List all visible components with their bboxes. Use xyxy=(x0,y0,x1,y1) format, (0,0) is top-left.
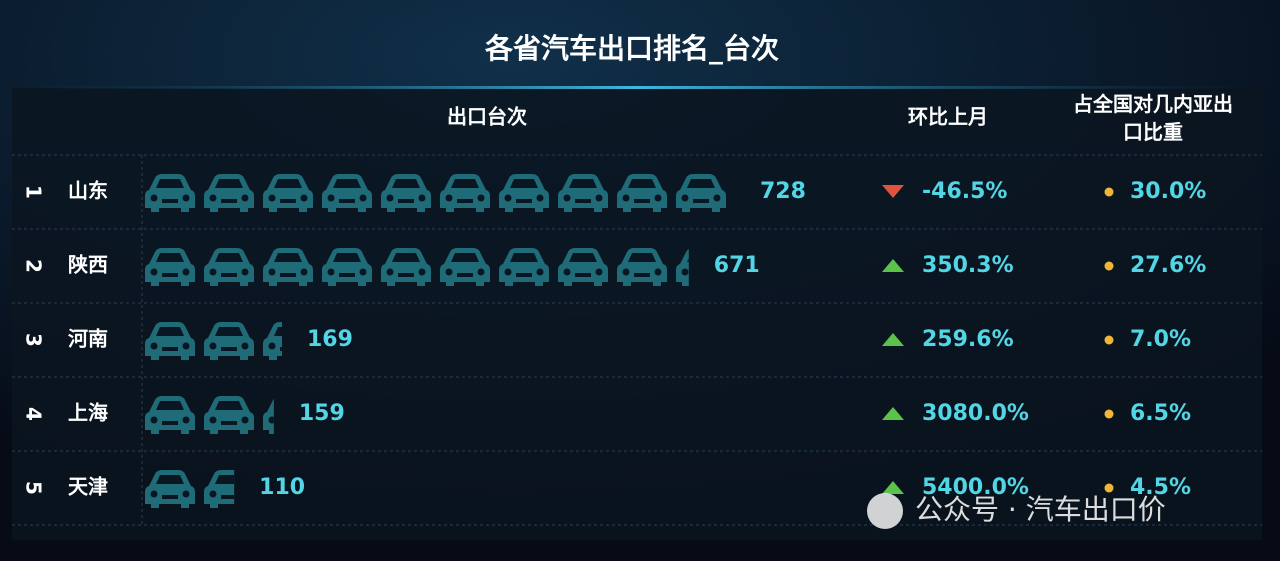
change-arrow xyxy=(882,333,904,346)
category-label: 河南 xyxy=(68,327,108,351)
rank: 5 xyxy=(22,481,46,495)
rank: 4 xyxy=(22,407,46,421)
change-label: 5400.0% xyxy=(922,475,1029,500)
rank: 2 xyxy=(22,259,46,273)
share-label: 7.0% xyxy=(1130,327,1191,352)
watermark: 公众号 · 汽车出口价 xyxy=(915,493,1166,526)
column-header: 环比上月 xyxy=(908,105,988,129)
value-label: 159 xyxy=(299,401,345,426)
table-panel xyxy=(12,88,1262,540)
value-label: 110 xyxy=(259,475,305,500)
rank: 3 xyxy=(22,333,46,347)
change-arrow xyxy=(882,185,904,198)
change-arrow xyxy=(882,407,904,420)
share-label: 6.5% xyxy=(1130,401,1191,426)
category-label: 山东 xyxy=(68,179,108,203)
value-label: 728 xyxy=(760,179,806,204)
change-arrow xyxy=(882,481,904,494)
column-header: 占全国对几内亚出口比重 xyxy=(1073,92,1233,144)
category-label: 上海 xyxy=(68,401,108,425)
value-label: 671 xyxy=(714,253,760,278)
change-arrow xyxy=(882,259,904,272)
rank: 1 xyxy=(22,185,46,199)
share-dot xyxy=(1104,187,1114,197)
share-dot xyxy=(1104,483,1114,493)
share-label: 4.5% xyxy=(1130,475,1191,500)
share-dot xyxy=(1104,335,1114,345)
watermark-icon xyxy=(867,493,903,529)
share-label: 30.0% xyxy=(1130,179,1206,204)
change-label: 259.6% xyxy=(922,327,1014,352)
category-label: 陕西 xyxy=(68,253,108,277)
share-label: 27.6% xyxy=(1130,253,1206,278)
chart-title: 各省汽车出口排名_台次 xyxy=(484,32,779,65)
value-label: 169 xyxy=(307,327,353,352)
change-label: 350.3% xyxy=(922,253,1014,278)
share-dot xyxy=(1104,409,1114,419)
change-label: -46.5% xyxy=(922,179,1007,204)
column-header: 出口台次 xyxy=(447,105,527,129)
header-line xyxy=(12,86,1262,89)
share-dot xyxy=(1104,261,1114,271)
category-label: 天津 xyxy=(68,475,108,499)
change-label: 3080.0% xyxy=(922,401,1029,426)
